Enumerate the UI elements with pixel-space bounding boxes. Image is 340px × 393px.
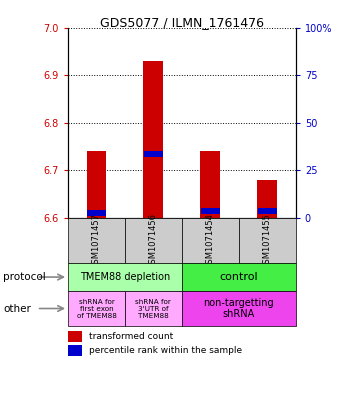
Bar [68,263,182,291]
Bar [68,331,82,342]
Text: shRNA for
3'UTR of
TMEM88: shRNA for 3'UTR of TMEM88 [135,299,171,318]
Bar [200,151,220,218]
Bar [68,291,125,326]
Bar [258,208,277,214]
Bar [125,291,182,326]
Text: GSM1071454: GSM1071454 [206,213,215,269]
Bar [144,151,163,157]
Bar [201,208,220,214]
Bar [86,151,106,218]
Bar [182,263,296,291]
Text: percentile rank within the sample: percentile rank within the sample [88,346,242,355]
Text: GDS5077 / ILMN_1761476: GDS5077 / ILMN_1761476 [100,16,264,29]
Bar [125,218,182,263]
Bar [182,291,296,326]
Text: GSM1071457: GSM1071457 [92,213,101,269]
Text: GSM1071456: GSM1071456 [149,213,158,269]
Text: other: other [3,303,31,314]
Bar [87,211,106,216]
Text: TMEM88 depletion: TMEM88 depletion [80,272,170,282]
Bar [239,218,296,263]
Text: non-targetting
shRNA: non-targetting shRNA [204,298,274,319]
Bar [68,218,125,263]
Bar [68,345,82,356]
Text: GSM1071455: GSM1071455 [263,213,272,269]
Bar [182,218,239,263]
Bar [143,61,164,218]
Text: shRNA for
first exon
of TMEM88: shRNA for first exon of TMEM88 [76,299,116,318]
Text: protocol: protocol [3,272,46,282]
Text: transformed count: transformed count [88,332,173,342]
Bar [257,180,277,218]
Text: control: control [220,272,258,282]
